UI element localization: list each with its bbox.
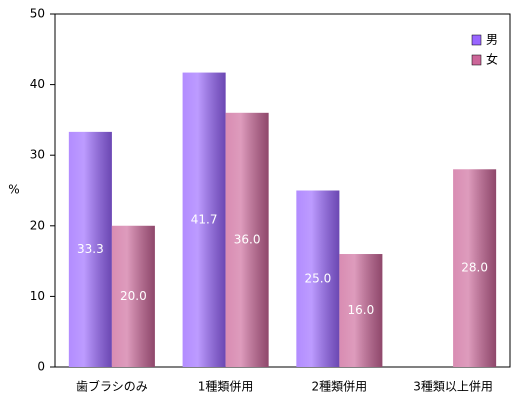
- x-tick-label: 2種類併用: [312, 380, 368, 394]
- value-label: 36.0: [234, 232, 261, 246]
- bar-shade: [296, 190, 340, 367]
- bar-shade: [182, 72, 226, 368]
- value-label: 41.7: [191, 212, 218, 226]
- legend-label: 男: [486, 33, 498, 47]
- value-label: 25.0: [305, 271, 332, 285]
- plot-frame: [54, 13, 511, 368]
- bar-shade: [111, 225, 155, 367]
- x-tick-label: 3種類以上併用: [413, 380, 493, 394]
- value-label: 16.0: [348, 303, 375, 317]
- bar-shade: [225, 112, 269, 367]
- x-tick-label: 歯ブラシのみ: [76, 379, 148, 394]
- y-tick-label: 40: [30, 77, 45, 91]
- x-tick-label: 1種類併用: [198, 380, 254, 394]
- bar-shade: [339, 254, 383, 367]
- legend-label: 女: [486, 52, 498, 67]
- legend-swatch: [471, 54, 482, 66]
- y-axis-label: %: [8, 183, 19, 197]
- bar-shade: [68, 131, 112, 367]
- y-tick-label: 0: [37, 360, 45, 374]
- y-tick-label: 30: [30, 148, 45, 162]
- legend-swatch: [471, 34, 482, 46]
- bar-shade: [453, 169, 497, 367]
- y-tick-label: 10: [30, 289, 45, 303]
- value-label: 20.0: [120, 289, 147, 303]
- y-tick-label: 20: [30, 218, 45, 232]
- y-tick-label: 50: [30, 7, 45, 21]
- value-label: 33.3: [77, 242, 104, 256]
- value-label: 28.0: [461, 261, 488, 275]
